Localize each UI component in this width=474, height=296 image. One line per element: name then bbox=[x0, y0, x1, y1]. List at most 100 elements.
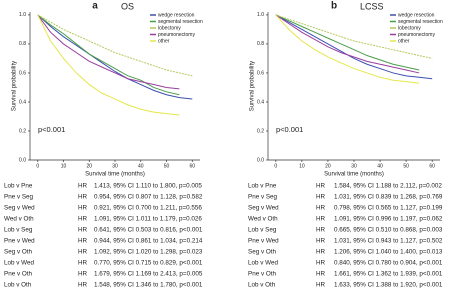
x-tick-label: 60 bbox=[429, 163, 435, 169]
table-cell: Seg v Wed bbox=[248, 205, 279, 212]
panel-label: a bbox=[92, 1, 98, 12]
survival-curve bbox=[275, 14, 420, 71]
table-cell: HR bbox=[316, 183, 326, 190]
table-cell: 0.798, 95% CI 0.565 to 1.127, p=0.199 bbox=[334, 205, 443, 212]
table-cell: HR bbox=[316, 282, 326, 289]
y-tick-label: 0.6 bbox=[19, 70, 26, 76]
y-tick-label: 0.4 bbox=[257, 99, 264, 105]
legend-label: other bbox=[398, 38, 410, 44]
table-cell: Pne v Wed bbox=[248, 238, 279, 245]
legend-label: pneumonectomy bbox=[158, 32, 195, 38]
legend-label: lobectomy bbox=[158, 25, 181, 31]
table-cell: HR bbox=[78, 249, 88, 256]
table-cell: Wed v Oth bbox=[4, 216, 34, 223]
y-tick-label: 0.8 bbox=[19, 41, 26, 47]
x-tick-label: 40 bbox=[138, 163, 144, 169]
survival-curve bbox=[275, 14, 420, 84]
y-tick-label: 0.4 bbox=[19, 99, 26, 105]
y-tick-label: 0.0 bbox=[19, 157, 26, 163]
table-cell: Pne v Seg bbox=[4, 194, 34, 201]
table-cell: 0.921, 95% CI 0.700 to 1.211, p=0.556 bbox=[94, 205, 202, 212]
legend-label: other bbox=[158, 38, 170, 44]
table-cell: HR bbox=[78, 260, 88, 267]
table-cell: Lob v Pne bbox=[4, 183, 33, 190]
legend-label: segmental resection bbox=[158, 19, 203, 25]
table-cell: 1.679, 95% CI 1.169 to 2.413, p=0.005 bbox=[94, 271, 203, 278]
table-cell: HR bbox=[316, 271, 326, 278]
table-cell: Lob v Oth bbox=[248, 282, 276, 289]
table-cell: HR bbox=[78, 183, 88, 190]
x-tick-label: 30 bbox=[351, 163, 357, 169]
x-tick-label: 50 bbox=[164, 163, 170, 169]
table-cell: HR bbox=[78, 194, 88, 201]
survival-curve bbox=[275, 14, 433, 59]
legend-label: lobectomy bbox=[398, 25, 421, 31]
table-cell: 0.641, 95% CI 0.503 to 0.816, p<0.001 bbox=[94, 227, 203, 234]
table-cell: HR bbox=[316, 249, 326, 256]
x-tick-label: 20 bbox=[325, 163, 331, 169]
table-cell: HR bbox=[316, 216, 326, 223]
table-cell: 0.944, 95% CI 0.861 to 1.034, p=0.214 bbox=[94, 238, 203, 245]
y-tick-label: 1.0 bbox=[257, 12, 264, 18]
y-tick-label: 1.0 bbox=[19, 12, 26, 18]
table-cell: HR bbox=[78, 282, 88, 289]
y-tick-label: 0.8 bbox=[257, 41, 264, 47]
table-cell: 1.633, 95% CI 1.388 to 1.920, p<0.001 bbox=[334, 282, 443, 289]
table-cell: 1.413, 95% CI 1.110 to 1.800, p=0.005 bbox=[94, 183, 202, 190]
table-cell: 1.031, 95% CI 0.839 to 1.268, p=0.769 bbox=[334, 194, 443, 201]
table-cell: 1.206, 95% CI 1.040 to 1.400, p=0.013 bbox=[334, 249, 443, 256]
table-cell: 0.770, 95% CI 0.715 to 0.829, p<0.001 bbox=[94, 260, 203, 267]
x-tick-label: 0 bbox=[274, 163, 277, 169]
table-cell: 1.091, 95% CI 0.996 to 1.197, p=0.062 bbox=[334, 216, 443, 223]
table-cell: 1.548, 95% CI 1.346 to 1.780, p<0.001 bbox=[94, 282, 203, 289]
legend-label: wedge resection bbox=[398, 12, 435, 18]
annotation: p<0.001 bbox=[276, 125, 303, 134]
table-cell: HR bbox=[316, 238, 326, 245]
table-cell: Lob v Wed bbox=[4, 260, 34, 267]
table-cell: HR bbox=[78, 238, 88, 245]
panel-label: b bbox=[331, 1, 337, 12]
table-cell: HR bbox=[78, 271, 88, 278]
x-tick-label: 40 bbox=[377, 163, 383, 169]
table-cell: 1.661, 95% CI 1.362 to 1.939, p<0.001 bbox=[334, 271, 443, 278]
survival-curve bbox=[37, 14, 180, 96]
y-tick-label: 0.0 bbox=[257, 157, 264, 163]
table-cell: Lob v Wed bbox=[248, 260, 278, 267]
x-tick-label: 10 bbox=[61, 163, 67, 169]
table-cell: Lob v Seg bbox=[248, 227, 277, 234]
x-tick-label: 20 bbox=[86, 163, 92, 169]
survival-curve bbox=[37, 14, 180, 90]
x-tick-label: 60 bbox=[189, 163, 195, 169]
legend-label: pneumonectomy bbox=[398, 32, 435, 38]
table-cell: Lob v Oth bbox=[4, 282, 32, 289]
y-tick-label: 0.6 bbox=[257, 70, 264, 76]
table-cell: Pne v Seg bbox=[248, 194, 278, 201]
x-axis-label: Survival time (months) bbox=[85, 172, 145, 178]
table-cell: Lob v Seg bbox=[4, 227, 33, 234]
table-cell: HR bbox=[78, 216, 88, 223]
x-tick-label: 10 bbox=[299, 163, 305, 169]
table-cell: 1.091, 95% CI 1.011 to 1.179, p=0.026 bbox=[94, 216, 202, 223]
survival-curve bbox=[275, 14, 420, 74]
x-axis-label: Survival time (months) bbox=[324, 172, 384, 178]
table-cell: 1.031, 95% CI 0.943 to 1.127, p=0.502 bbox=[334, 238, 443, 245]
table-cell: Pne v Wed bbox=[4, 238, 35, 245]
table-cell: Pne v Oth bbox=[4, 271, 32, 278]
y-axis-label: Survival probability bbox=[250, 61, 256, 111]
table-cell: HR bbox=[316, 260, 326, 267]
table-cell: HR bbox=[316, 205, 326, 212]
table-cell: 0.954, 95% CI 0.807 to 1.128, p=0.582 bbox=[94, 194, 203, 201]
table-cell: 1.092, 95% CI 1.020 to 1.298, p=0.023 bbox=[94, 249, 203, 256]
table-cell: 0.840, 95% CI 0.780 to 0.904, p<0.001 bbox=[334, 260, 443, 267]
chart-title: LCSS bbox=[360, 1, 384, 11]
legend-label: segmental resection bbox=[398, 19, 443, 25]
survival-curve bbox=[37, 14, 193, 100]
chart-title: OS bbox=[121, 1, 134, 11]
legend-label: wedge resection bbox=[158, 12, 195, 18]
table-cell: HR bbox=[78, 205, 88, 212]
table-cell: Seg v Wed bbox=[4, 205, 35, 212]
annotation: p<0.001 bbox=[38, 125, 65, 134]
table-cell: Seg v Oth bbox=[248, 249, 276, 256]
table-cell: Seg v Oth bbox=[4, 249, 32, 256]
